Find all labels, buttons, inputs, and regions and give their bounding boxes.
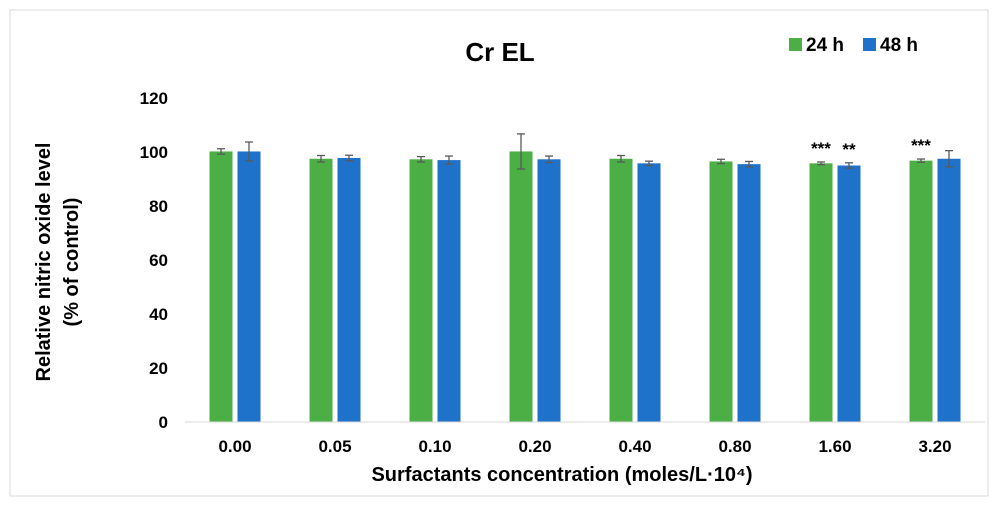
y-tick-label: 100 (140, 143, 168, 162)
bar-24h-1.60 (809, 163, 833, 422)
bar-48h-1.60 (837, 165, 861, 422)
legend-label-48h: 48 h (880, 35, 918, 56)
bar-24h-0.10 (409, 159, 433, 423)
bars: *** ** *** (209, 133, 961, 423)
y-axis-title-line2: (% of control) (61, 198, 83, 327)
significance-annotation: *** (811, 139, 831, 158)
legend-swatch-24h (789, 38, 802, 51)
bar-48h-0.00 (237, 151, 261, 422)
bar-24h-0.05 (309, 158, 333, 422)
x-tick-label: 0.10 (418, 437, 451, 456)
legend: 24 h 48 h (789, 35, 918, 56)
y-axis-ticks: 0 20 40 60 80 100 120 (140, 89, 168, 432)
bar-24h-3.20 (909, 160, 933, 422)
significance-annotation: ** (842, 140, 856, 159)
y-tick-label: 0 (159, 413, 168, 432)
x-axis-ticks: 0.00 0.05 0.10 0.20 0.40 0.80 1.60 3.20 (218, 437, 951, 456)
bar-24h-0.00 (209, 151, 233, 422)
y-tick-label: 20 (149, 359, 168, 378)
bar-48h-0.20 (537, 159, 561, 423)
bar-48h-3.20 (937, 158, 961, 422)
y-tick-label: 40 (149, 305, 168, 324)
y-axis-title: Relative nitric oxide level (% of contro… (33, 143, 83, 382)
legend-swatch-48h (863, 38, 876, 51)
bar-48h-0.10 (437, 160, 461, 422)
bar-48h-0.05 (337, 157, 361, 422)
y-tick-label: 60 (149, 251, 168, 270)
y-tick-label: 80 (149, 197, 168, 216)
bar-24h-0.80 (709, 161, 733, 422)
x-tick-label: 0.20 (518, 437, 551, 456)
x-tick-label: 1.60 (818, 437, 851, 456)
x-tick-label: 0.80 (718, 437, 751, 456)
x-tick-label: 0.40 (618, 437, 651, 456)
chart-title: Cr EL (465, 37, 534, 67)
bar-48h-0.80 (737, 164, 761, 422)
legend-label-24h: 24 h (806, 35, 844, 56)
bar-24h-0.40 (609, 158, 633, 422)
bar-48h-0.40 (637, 163, 661, 422)
significance-annotation: *** (911, 136, 931, 155)
y-tick-label: 120 (140, 89, 168, 108)
x-tick-label: 0.05 (318, 437, 351, 456)
x-tick-label: 3.20 (918, 437, 951, 456)
y-axis-title-line1: Relative nitric oxide level (33, 143, 55, 382)
x-axis-title: Surfactants concentration (moles/L·10⁴) (371, 464, 752, 486)
bar-24h-0.20 (509, 151, 533, 422)
x-tick-label: 0.00 (218, 437, 251, 456)
